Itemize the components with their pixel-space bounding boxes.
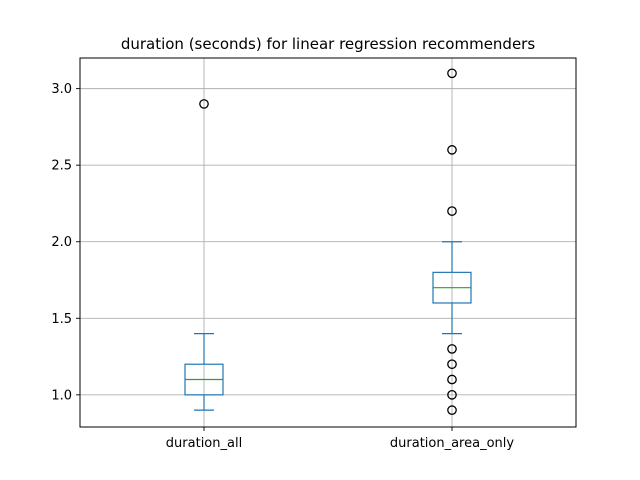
x-tick-label: duration_area_only [390, 436, 514, 451]
y-tick-label: 2.0 [51, 235, 72, 250]
box-duration_area_only [432, 68, 472, 416]
outlier-point [447, 389, 457, 400]
y-tick-label: 1.5 [51, 312, 72, 327]
plot-frame [79, 57, 577, 428]
y-tick-label: 2.5 [51, 159, 72, 174]
x-tick-label: duration_all [166, 436, 242, 451]
grid-lines [80, 58, 576, 427]
outlier-point [199, 99, 209, 109]
outlier-point [447, 145, 457, 155]
y-tick-label: 1.0 [51, 388, 72, 403]
outlier-point [447, 374, 457, 385]
chart-title: duration (seconds) for linear regression… [121, 35, 536, 53]
outlier-point [447, 206, 457, 216]
outlier-point [447, 359, 457, 370]
outlier-point [447, 344, 457, 354]
outlier-point [447, 405, 457, 416]
box-duration_all [184, 99, 224, 411]
boxes [184, 68, 472, 416]
y-tick-label: 3.0 [51, 82, 72, 97]
outlier-point [447, 68, 457, 79]
axes: 1.0 1.5 2.0 2.5 3.0 duration_all duration_area… [51, 57, 577, 451]
